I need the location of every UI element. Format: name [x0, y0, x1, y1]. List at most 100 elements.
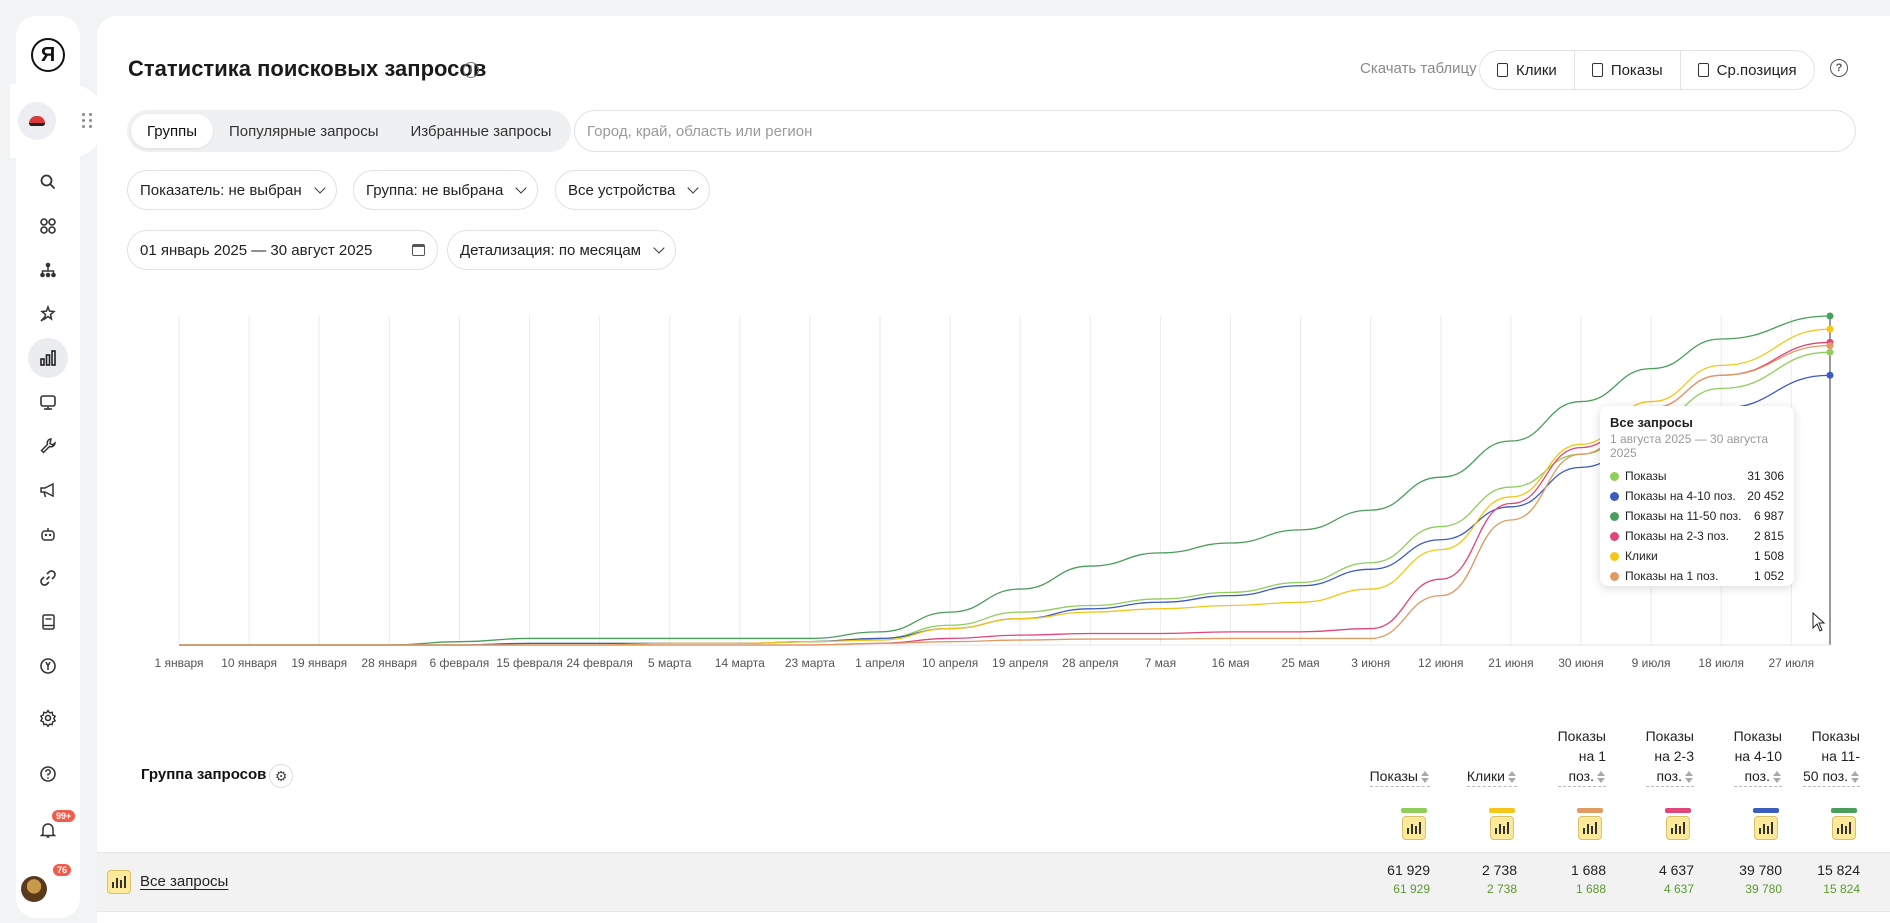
column-header-line: Показы [1646, 726, 1694, 746]
download-table-label: Скачать таблицу [1360, 60, 1477, 77]
tab-groups[interactable]: Группы [131, 114, 213, 148]
notifications-badge: 99+ [51, 809, 77, 823]
link-icon[interactable] [32, 562, 64, 594]
site-favicon[interactable] [18, 102, 56, 140]
book-icon[interactable] [32, 606, 64, 638]
table-row[interactable]: Все запросы [97, 852, 1890, 912]
row-chart-toggle-icon[interactable] [107, 870, 131, 894]
column-color-swatch [1753, 808, 1779, 813]
column-chart-toggle-icon[interactable] [1832, 816, 1856, 840]
chevron-down-icon [515, 182, 527, 194]
tooltip-subtitle: 1 августа 2025 — 30 августа 2025 [1610, 432, 1769, 460]
group-select[interactable]: Группа: не выбрана [353, 170, 539, 210]
chevron-down-icon [653, 242, 665, 254]
tooltip-row-value: 1 052 [1753, 569, 1784, 583]
sort-icon[interactable] [1772, 771, 1782, 784]
yandex-icon[interactable] [32, 650, 64, 682]
indicator-select[interactable]: Показатель: не выбран [127, 170, 337, 210]
tooltip-row: Показы на 4-10 поз. 20 452 [1610, 486, 1784, 506]
help-icon[interactable] [32, 758, 64, 790]
sort-icon[interactable] [1507, 771, 1517, 784]
column-header[interactable]: Показы на 1 поз. [1557, 726, 1606, 787]
column-header-label: Показы [1811, 728, 1860, 744]
avatar[interactable] [21, 876, 47, 902]
download-clicks-button[interactable]: Клики [1480, 51, 1575, 89]
detail-select[interactable]: Детализация: по месяцам [447, 230, 676, 270]
column-chart-toggle-icon[interactable] [1402, 816, 1426, 840]
column-header-label: Клики [1466, 768, 1505, 784]
column-header-line: Клики [1466, 766, 1517, 787]
table-settings-button[interactable]: ⚙ [269, 764, 293, 788]
sidebar-favorite-site[interactable] [10, 84, 106, 158]
wrench-icon[interactable] [32, 430, 64, 462]
date-range-picker[interactable]: 01 январь 2025 — 30 август 2025 [127, 230, 439, 270]
megaphone-icon[interactable] [32, 474, 64, 506]
column-header-line: поз. [1557, 766, 1606, 787]
column-chart-toggle-icon[interactable] [1578, 816, 1602, 840]
yandex-logo[interactable]: Я [31, 38, 65, 72]
drag-handle-icon[interactable] [82, 113, 94, 129]
info-icon[interactable]: i [463, 62, 479, 78]
tab-favorite-queries[interactable]: Избранные запросы [410, 122, 552, 140]
chevron-down-icon [687, 182, 699, 194]
column-header-line: на 11- [1803, 746, 1860, 766]
download-buttons: Клики Показы Ср.позиция [1479, 50, 1815, 90]
region-input[interactable] [574, 110, 1856, 152]
download-impressions-button[interactable]: Показы [1575, 51, 1681, 89]
column-header[interactable]: Показы на 11- 50 поз. [1803, 726, 1860, 787]
devices-select[interactable]: Все устройства [555, 170, 711, 210]
column-header[interactable]: Клики [1466, 766, 1517, 787]
column-header-line: Показы [1558, 726, 1606, 746]
chart-icon[interactable] [28, 338, 68, 378]
magic-wand-icon[interactable] [32, 298, 64, 330]
group-column-header: Группа запросов [141, 766, 267, 783]
page-title: Статистика поисковых запросов [128, 56, 487, 81]
column-header-label: Показы [1645, 728, 1694, 744]
column-header-line: Показы [1734, 726, 1782, 746]
tooltip-row-label: Клики [1625, 549, 1658, 563]
apps-icon[interactable] [32, 210, 64, 242]
download-avg-position-label: Ср.позиция [1716, 61, 1797, 79]
column-color-swatch [1489, 808, 1515, 813]
column-chart-toggle-icon[interactable] [1666, 816, 1690, 840]
tooltip-row: Показы на 2-3 поз. 2 815 [1610, 526, 1784, 546]
document-icon [1591, 63, 1603, 77]
monitor-icon[interactable] [32, 386, 64, 418]
download-impressions-label: Показы [1610, 61, 1663, 79]
column-header-label: на 1 [1578, 748, 1606, 764]
legend-dot-icon [1610, 571, 1619, 581]
column-header[interactable]: Показы на 4-10 поз. [1733, 726, 1782, 787]
tab-popular-queries[interactable]: Популярные запросы [228, 122, 379, 140]
column-header-label: Показы [1369, 768, 1418, 784]
cell-value: 2 738 [1481, 862, 1517, 878]
devices-select-label: Все устройства [568, 181, 676, 199]
sort-icon[interactable] [1420, 771, 1430, 784]
tooltip-row-value: 1 508 [1753, 549, 1784, 563]
sitemap-icon[interactable] [32, 254, 64, 286]
column-header[interactable]: Показы на 2-3 поз. [1645, 726, 1694, 787]
sort-icon[interactable] [1684, 771, 1694, 784]
gear-icon[interactable] [32, 702, 64, 734]
legend-dot-icon [1610, 491, 1619, 501]
cell-value: 4 637 [1658, 862, 1694, 878]
bell-icon[interactable] [32, 814, 64, 846]
help-icon[interactable]: ? [1830, 59, 1848, 77]
tooltip-row-value: 2 815 [1753, 529, 1784, 543]
cell-value: 15 824 [1817, 862, 1860, 878]
download-avg-position-button[interactable]: Ср.позиция [1681, 51, 1814, 89]
cell-sub-value: 61 929 [1393, 882, 1430, 896]
row-label-all-queries[interactable]: Все запросы [140, 873, 229, 890]
column-header[interactable]: Показы [1369, 766, 1430, 787]
sort-icon[interactable] [1596, 771, 1606, 784]
column-color-swatch [1831, 808, 1857, 813]
column-chart-toggle-icon[interactable] [1754, 816, 1778, 840]
column-chart-toggle-icon[interactable] [1490, 816, 1514, 840]
robot-icon[interactable] [32, 518, 64, 550]
document-icon [1497, 63, 1508, 77]
search-icon[interactable] [32, 166, 64, 198]
sort-icon[interactable] [1850, 771, 1860, 784]
tooltip-row-label: Показы на 2-3 поз. [1625, 529, 1729, 543]
group-select-label: Группа: не выбрана [366, 181, 504, 199]
cell-sub-value: 4 637 [1663, 882, 1694, 896]
legend-dot-icon [1610, 531, 1619, 541]
